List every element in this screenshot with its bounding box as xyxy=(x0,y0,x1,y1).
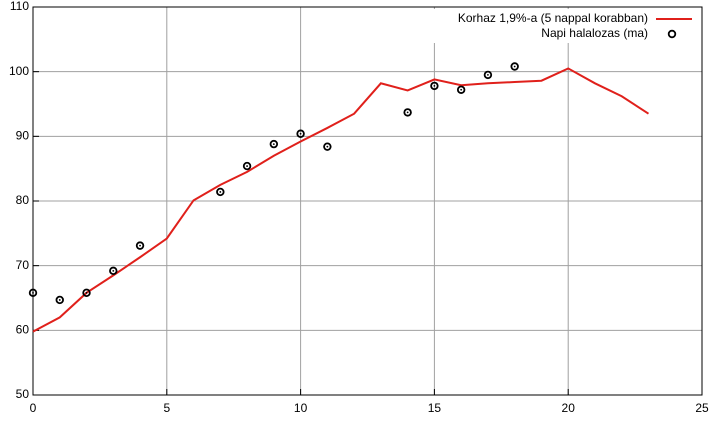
data-point xyxy=(109,266,118,276)
y-tick-label: 100 xyxy=(9,64,29,78)
point-dot xyxy=(58,299,61,301)
x-tick-label: 25 xyxy=(695,401,709,415)
data-point xyxy=(216,187,225,197)
point-ring xyxy=(55,295,64,305)
point-ring xyxy=(109,266,118,276)
point-ring xyxy=(510,62,519,71)
point-ring xyxy=(28,288,38,298)
legend-label: Napi halalozas (ma) xyxy=(541,26,648,40)
point-dot xyxy=(32,291,34,294)
point-dot xyxy=(112,269,115,272)
point-ring xyxy=(269,139,279,149)
point-ring xyxy=(430,81,439,91)
point-ring xyxy=(242,161,252,171)
data-point xyxy=(456,85,466,94)
point-dot xyxy=(219,191,222,193)
data-point xyxy=(242,161,252,171)
data-point xyxy=(430,81,439,91)
data-point xyxy=(323,142,332,151)
y-tick-label: 60 xyxy=(16,323,30,337)
data-point xyxy=(403,108,412,117)
y-tick-label: 80 xyxy=(16,193,30,207)
data-point xyxy=(483,70,493,80)
legend: Korhaz 1,9%-a (5 nappal korabban)Napi ha… xyxy=(420,9,700,43)
data-line xyxy=(32,67,650,333)
plot-frame xyxy=(32,6,703,396)
point-dot xyxy=(433,84,436,87)
y-tick-label: 50 xyxy=(16,387,30,401)
data-point xyxy=(55,295,64,305)
point-ring xyxy=(323,142,332,151)
point-dot xyxy=(487,74,489,76)
data-point xyxy=(82,288,91,298)
legend-label: Korhaz 1,9%-a (5 nappal korabban) xyxy=(458,11,648,25)
data-point xyxy=(269,139,279,149)
point-dot xyxy=(85,291,88,294)
point-ring xyxy=(296,129,305,138)
data-point xyxy=(510,62,519,71)
point-dot xyxy=(460,88,463,91)
point-dot xyxy=(139,244,141,247)
point-dot xyxy=(272,143,275,145)
point-ring xyxy=(456,85,466,94)
data-point xyxy=(28,288,38,298)
point-dot xyxy=(406,111,409,114)
point-dot xyxy=(299,132,302,135)
y-tick-label: 110 xyxy=(10,0,29,13)
legend-swatch xyxy=(667,29,677,39)
point-ring xyxy=(483,70,493,80)
point-dot xyxy=(326,145,329,148)
point-ring xyxy=(135,241,145,250)
x-tick-label: 15 xyxy=(428,401,442,415)
x-tick-label: 5 xyxy=(163,401,170,415)
point-ring xyxy=(82,288,91,298)
point-dot xyxy=(513,65,516,68)
y-tick-label: 70 xyxy=(16,258,30,272)
data-point xyxy=(296,129,305,138)
legend-background xyxy=(420,9,700,43)
data-point xyxy=(135,241,145,250)
point-dot xyxy=(246,165,248,167)
x-tick-label: 20 xyxy=(562,401,576,415)
x-tick-label: 0 xyxy=(30,401,37,415)
x-tick-label: 10 xyxy=(294,401,308,415)
point-ring xyxy=(403,108,412,117)
point-ring xyxy=(216,187,225,197)
y-tick-label: 90 xyxy=(16,129,30,143)
